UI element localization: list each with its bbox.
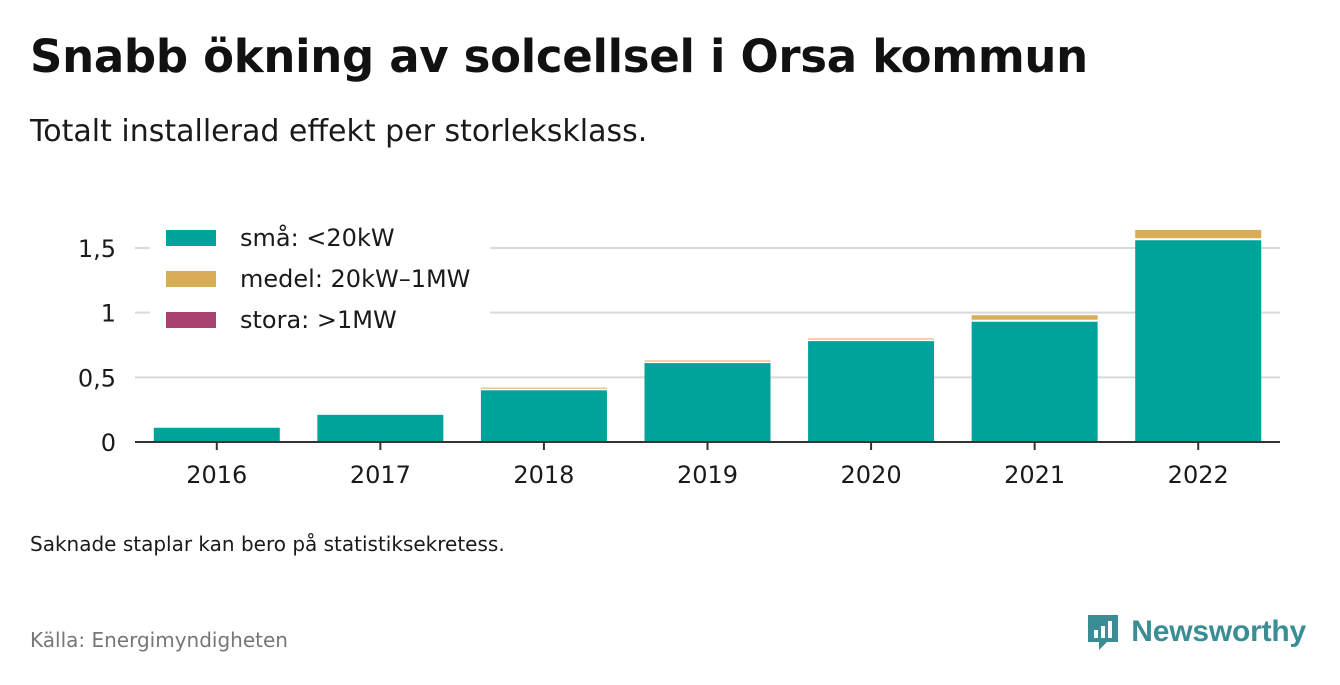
y-tick-label: 0 [101, 429, 116, 457]
footnote: Saknade staplar kan bero på statistiksek… [30, 532, 505, 556]
bar-2020-series-1 [808, 338, 935, 340]
page-title: Snabb ökning av solcellsel i Orsa kommun [30, 30, 1088, 83]
newsworthy-bubble-icon [1088, 615, 1119, 650]
legend-swatch-2 [166, 312, 216, 328]
chart-subtitle: Totalt installerad effekt per storlekskl… [30, 114, 648, 149]
y-tick-label: 1,5 [78, 235, 116, 263]
x-tick-label: 2016 [186, 461, 247, 489]
x-tick-label: 2022 [1168, 461, 1229, 489]
bar-2022-series-0 [1135, 240, 1262, 442]
x-tick-label: 2021 [1004, 461, 1065, 489]
y-tick-label: 0,5 [78, 364, 116, 392]
y-axis-ticks: 0 0,5 1 1,5 [78, 235, 116, 457]
bar-2017-series-0 [317, 414, 444, 442]
bars [153, 229, 1262, 442]
x-tick-label: 2017 [350, 461, 411, 489]
y-tick-label: 1 [101, 300, 116, 328]
bar-2019-series-1 [644, 360, 771, 362]
x-tick-label: 2020 [841, 461, 902, 489]
newsworthy-logo[interactable]: Newsworthy [1085, 612, 1306, 652]
brand-name: Newsworthy [1131, 615, 1306, 648]
x-tick-label: 2019 [677, 461, 738, 489]
legend-label-2: stora: >1MW [240, 306, 397, 334]
bar-2019-series-0 [644, 363, 771, 442]
bar-2016-series-0 [153, 427, 280, 442]
bar-2018-series-0 [480, 390, 607, 442]
bar-2020-series-0 [808, 341, 935, 442]
legend-label-1: medel: 20kW–1MW [240, 265, 470, 293]
bar-2021-series-0 [971, 321, 1098, 442]
bar-2021-series-1 [971, 315, 1098, 320]
bar-2018-series-1 [480, 387, 607, 389]
legend-label-0: små: <20kW [240, 223, 395, 252]
legend-swatch-1 [166, 271, 216, 287]
x-axis: 2016 2017 2018 2019 2020 2021 2022 [135, 441, 1280, 489]
x-tick-label: 2018 [513, 461, 574, 489]
stacked-bar-chart: 0 0,5 1 1,5 2016 2017 2018 2019 2020 2021 2022 sm… [78, 222, 1280, 489]
bar-2022-series-1 [1135, 229, 1262, 239]
legend-swatch-0 [166, 230, 216, 246]
legend: små: <20kW medel: 20kW–1MW stora: >1MW [150, 222, 490, 342]
source-text: Källa: Energimyndigheten [30, 628, 288, 652]
